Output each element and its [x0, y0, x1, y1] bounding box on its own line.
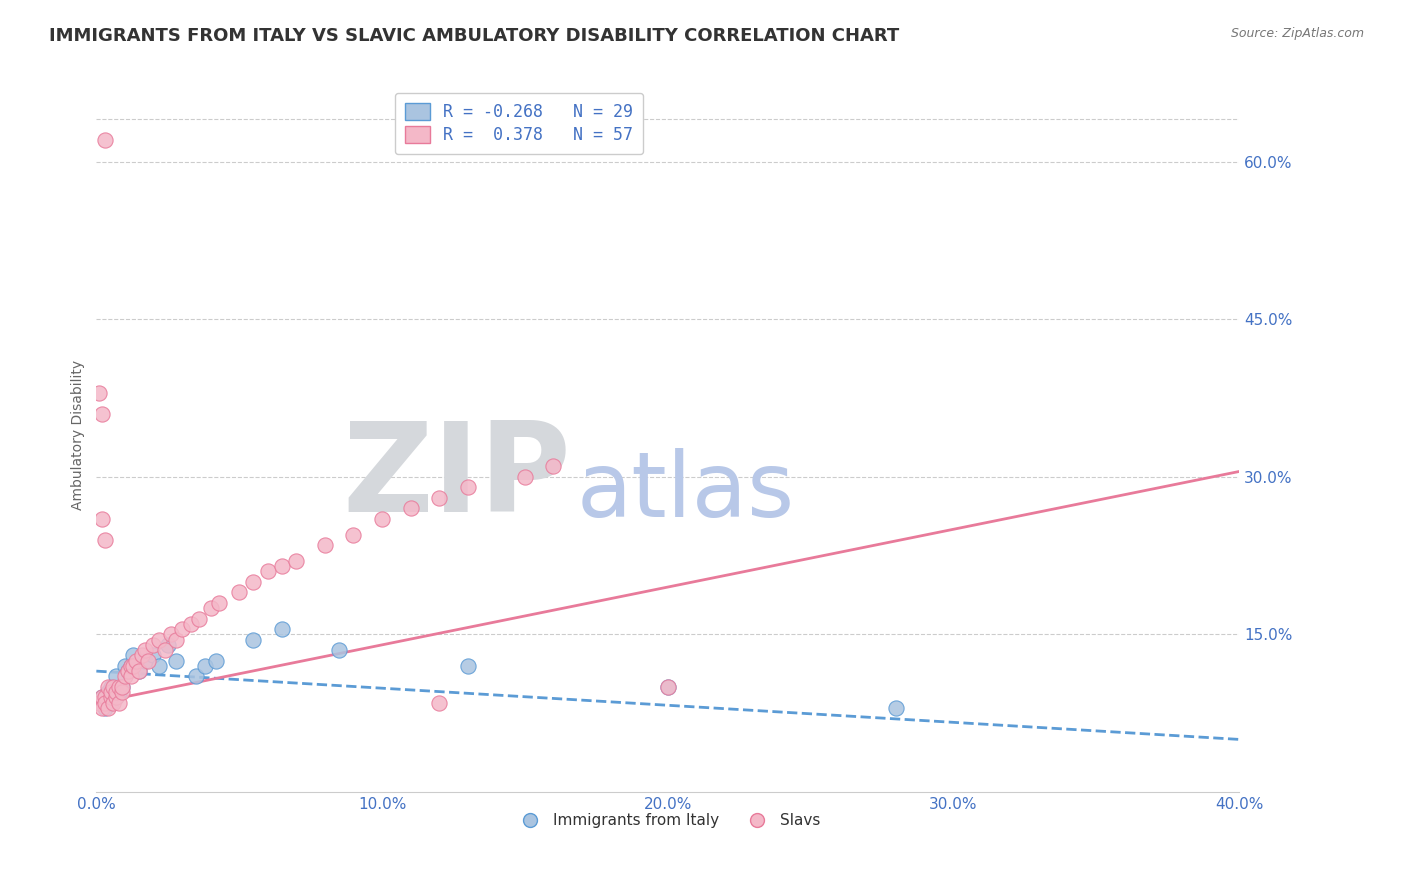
Point	[131, 648, 153, 663]
Text: ZIP: ZIP	[342, 417, 571, 538]
Point	[128, 664, 150, 678]
Point	[314, 538, 336, 552]
Point	[105, 685, 128, 699]
Point	[399, 501, 422, 516]
Point	[89, 696, 111, 710]
Point	[188, 611, 211, 625]
Point	[108, 685, 131, 699]
Point	[142, 638, 165, 652]
Point	[91, 690, 114, 705]
Point	[94, 701, 117, 715]
Point	[89, 385, 111, 400]
Point	[427, 491, 450, 505]
Point	[103, 696, 125, 710]
Point	[148, 632, 170, 647]
Point	[657, 680, 679, 694]
Point	[100, 685, 122, 699]
Point	[159, 627, 181, 641]
Point	[165, 654, 187, 668]
Point	[148, 658, 170, 673]
Point	[91, 407, 114, 421]
Point	[114, 669, 136, 683]
Point	[91, 690, 114, 705]
Point	[186, 669, 208, 683]
Point	[271, 622, 294, 636]
Point	[94, 133, 117, 147]
Point	[657, 680, 679, 694]
Point	[170, 622, 193, 636]
Point	[97, 680, 120, 694]
Point	[91, 701, 114, 715]
Point	[97, 701, 120, 715]
Point	[117, 664, 139, 678]
Point	[142, 648, 165, 663]
Point	[103, 680, 125, 694]
Point	[100, 690, 122, 705]
Point	[100, 680, 122, 694]
Point	[427, 696, 450, 710]
Point	[125, 654, 148, 668]
Point	[111, 680, 134, 694]
Point	[120, 658, 142, 673]
Point	[105, 669, 128, 683]
Point	[94, 533, 117, 547]
Point	[134, 643, 156, 657]
Point	[134, 654, 156, 668]
Point	[91, 512, 114, 526]
Point	[94, 696, 117, 710]
Y-axis label: Ambulatory Disability: Ambulatory Disability	[72, 359, 86, 509]
Point	[886, 701, 908, 715]
Point	[100, 696, 122, 710]
Point	[105, 690, 128, 705]
Point	[111, 685, 134, 699]
Point	[371, 512, 394, 526]
Point	[285, 554, 308, 568]
Point	[122, 648, 145, 663]
Point	[180, 616, 202, 631]
Point	[153, 643, 176, 657]
Point	[242, 574, 264, 589]
Point	[122, 658, 145, 673]
Point	[165, 632, 187, 647]
Point	[271, 559, 294, 574]
Point	[136, 654, 159, 668]
Point	[242, 632, 264, 647]
Point	[105, 690, 128, 705]
Point	[457, 480, 479, 494]
Point	[128, 664, 150, 678]
Point	[228, 585, 250, 599]
Point	[457, 658, 479, 673]
Point	[103, 690, 125, 705]
Point	[120, 658, 142, 673]
Point	[543, 459, 565, 474]
Point	[108, 680, 131, 694]
Point	[117, 664, 139, 678]
Point	[97, 685, 120, 699]
Point	[328, 643, 350, 657]
Legend: Immigrants from Italy, Slavs: Immigrants from Italy, Slavs	[509, 807, 827, 834]
Text: Source: ZipAtlas.com: Source: ZipAtlas.com	[1230, 27, 1364, 40]
Point	[194, 658, 217, 673]
Point	[156, 638, 179, 652]
Point	[342, 527, 364, 541]
Point	[111, 680, 134, 694]
Point	[256, 564, 278, 578]
Point	[108, 696, 131, 710]
Text: IMMIGRANTS FROM ITALY VS SLAVIC AMBULATORY DISABILITY CORRELATION CHART: IMMIGRANTS FROM ITALY VS SLAVIC AMBULATO…	[49, 27, 900, 45]
Point	[513, 469, 536, 483]
Point	[120, 669, 142, 683]
Point	[205, 654, 228, 668]
Text: atlas: atlas	[576, 448, 794, 536]
Point	[94, 690, 117, 705]
Point	[208, 596, 231, 610]
Point	[114, 658, 136, 673]
Point	[200, 601, 222, 615]
